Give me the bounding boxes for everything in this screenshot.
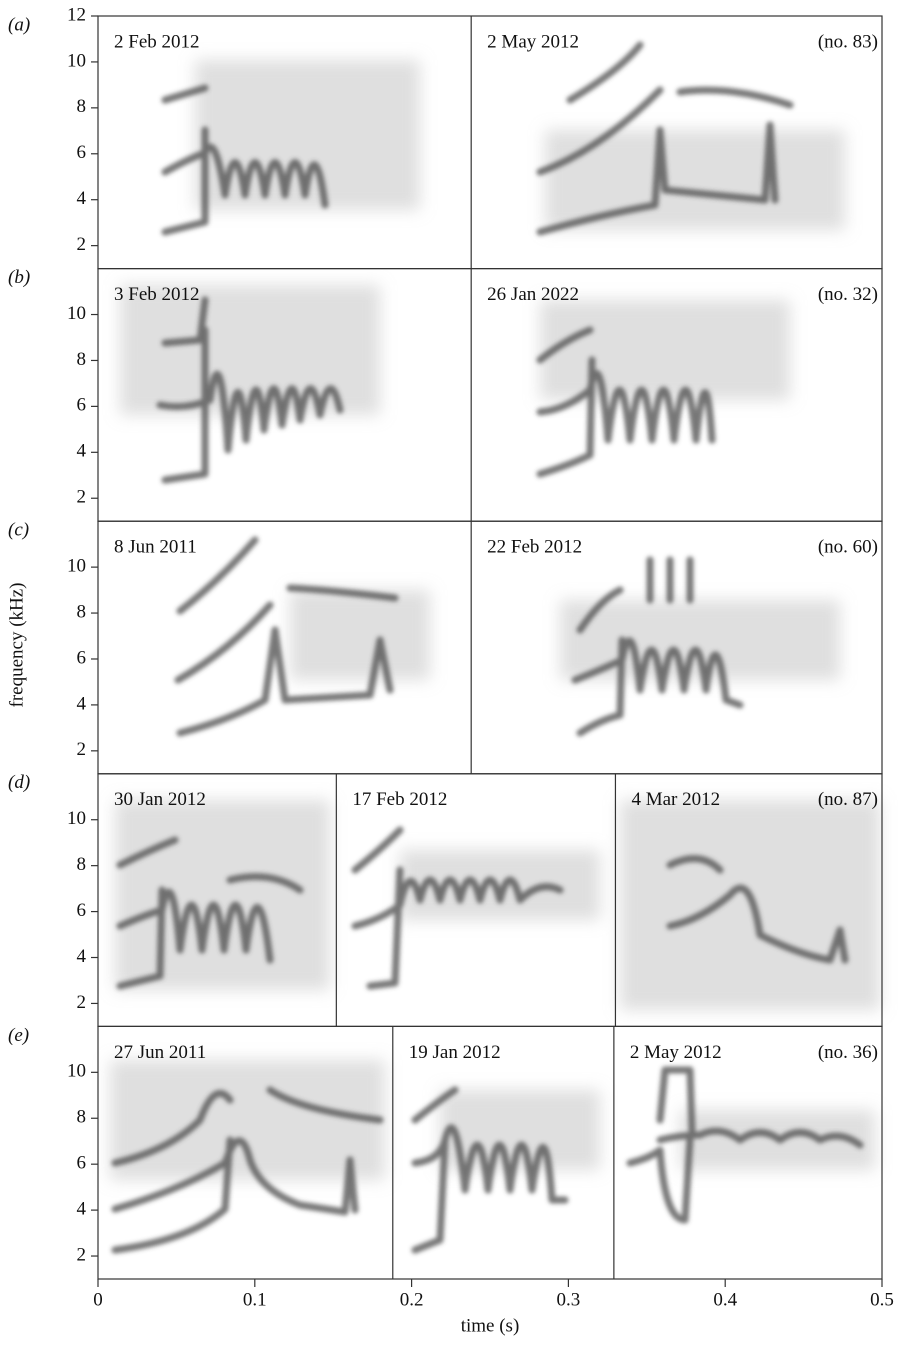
- row-label: (d): [8, 772, 30, 793]
- y-tick-label: 6: [77, 900, 87, 921]
- row-label: (e): [8, 1025, 29, 1046]
- y-tick-label: 10: [67, 555, 86, 576]
- x-tick-label: 0.5: [870, 1289, 894, 1310]
- recording-date: 3 Feb 2012: [114, 284, 200, 305]
- y-tick-label: 2: [77, 487, 87, 508]
- y-tick-label: 10: [67, 303, 86, 324]
- y-tick-label: 8: [77, 854, 87, 875]
- y-tick-label: 6: [77, 1153, 87, 1174]
- y-tick-label: 8: [77, 349, 87, 370]
- y-tick-label: 8: [77, 96, 87, 117]
- panel-frame: [97, 1025, 883, 1280]
- x-tick-label: 0.3: [557, 1289, 581, 1310]
- x-tick-label: 0: [93, 1289, 103, 1310]
- y-tick-label: 2: [77, 992, 87, 1013]
- x-tick-label: 0.4: [713, 1289, 737, 1310]
- recording-date: 2 Feb 2012: [114, 31, 200, 52]
- y-tick-label: 2: [77, 739, 87, 760]
- y-tick-label: 4: [77, 441, 87, 462]
- y-tick-label: 10: [67, 1061, 86, 1082]
- y-tick-label: 6: [77, 142, 87, 163]
- y-tick-label: 4: [77, 1198, 87, 1219]
- y-tick-label: 10: [67, 808, 86, 829]
- bird-number: (no. 83): [818, 31, 878, 52]
- recording-date: 17 Feb 2012: [352, 789, 447, 810]
- row-label: (b): [8, 267, 30, 288]
- recording-date: 8 Jun 2011: [114, 537, 197, 558]
- recording-date: 2 May 2012: [630, 1042, 722, 1063]
- y-tick-label: 2: [77, 1244, 87, 1265]
- y-tick-label: 4: [77, 946, 87, 967]
- y-tick-label: 8: [77, 1107, 87, 1128]
- spectrogram-traces: [110, 41, 880, 1254]
- recording-date: 2 May 2012: [487, 31, 579, 52]
- y-tick-label: 8: [77, 601, 87, 622]
- y-tick-label: 10: [67, 50, 86, 71]
- y-tick-label: 4: [77, 188, 87, 209]
- row-label: (c): [8, 520, 29, 541]
- x-axis-label: time (s): [461, 1315, 520, 1336]
- row-label: (a): [8, 14, 30, 35]
- y-tick-label: 12: [67, 4, 86, 25]
- recording-date: 26 Jan 2022: [487, 284, 579, 305]
- recording-date: 22 Feb 2012: [487, 537, 582, 558]
- recording-date: 27 Jun 2011: [114, 1042, 206, 1063]
- recording-date: 19 Jan 2012: [409, 1042, 501, 1063]
- y-tick-label: 2: [77, 234, 87, 255]
- x-tick-label: 0.2: [400, 1289, 424, 1310]
- y-tick-label: 6: [77, 647, 87, 668]
- y-tick-label: 6: [77, 395, 87, 416]
- y-axis-label: frequency (kHz): [6, 582, 27, 707]
- bird-number: (no. 36): [818, 1042, 878, 1063]
- bird-number: (no. 32): [818, 284, 878, 305]
- bird-number: (no. 87): [818, 789, 878, 810]
- x-tick-label: 0.1: [243, 1289, 267, 1310]
- recording-date: 4 Mar 2012: [631, 789, 720, 810]
- bird-number: (no. 60): [818, 537, 878, 558]
- recording-date: 30 Jan 2012: [114, 789, 206, 810]
- y-tick-label: 4: [77, 693, 87, 714]
